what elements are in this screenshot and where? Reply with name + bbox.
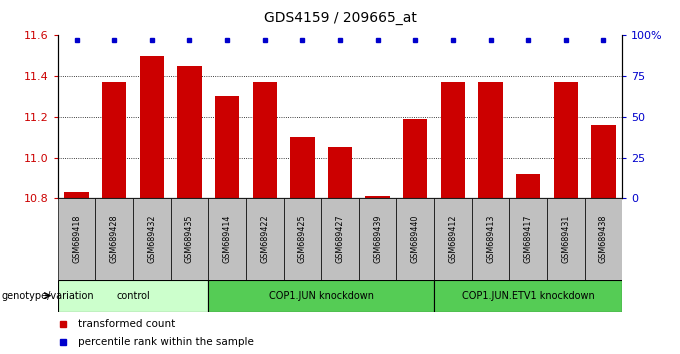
Bar bbox=[554, 82, 578, 198]
Bar bbox=[171, 198, 208, 280]
Text: control: control bbox=[116, 291, 150, 301]
Text: GSM689438: GSM689438 bbox=[599, 215, 608, 263]
Bar bbox=[284, 198, 321, 280]
Bar bbox=[359, 198, 396, 280]
Bar bbox=[252, 82, 277, 198]
Text: COP1.JUN knockdown: COP1.JUN knockdown bbox=[269, 291, 374, 301]
Text: GSM689412: GSM689412 bbox=[448, 215, 458, 263]
Text: GSM689431: GSM689431 bbox=[561, 215, 571, 263]
Bar bbox=[321, 198, 359, 280]
Text: GSM689432: GSM689432 bbox=[148, 215, 156, 263]
Bar bbox=[177, 66, 202, 198]
Text: COP1.JUN.ETV1 knockdown: COP1.JUN.ETV1 knockdown bbox=[462, 291, 594, 301]
Bar bbox=[434, 280, 622, 312]
Bar bbox=[290, 137, 315, 198]
Bar bbox=[246, 198, 284, 280]
Bar bbox=[478, 82, 503, 198]
Bar bbox=[58, 198, 95, 280]
Bar bbox=[133, 198, 171, 280]
Text: GSM689414: GSM689414 bbox=[222, 215, 232, 263]
Bar bbox=[58, 280, 208, 312]
Bar bbox=[65, 192, 89, 198]
Text: GSM689417: GSM689417 bbox=[524, 215, 532, 263]
Text: GSM689439: GSM689439 bbox=[373, 215, 382, 263]
Bar bbox=[441, 82, 465, 198]
Text: GSM689418: GSM689418 bbox=[72, 215, 81, 263]
Bar bbox=[547, 198, 585, 280]
Bar bbox=[215, 96, 239, 198]
Bar bbox=[585, 198, 622, 280]
Text: GSM689422: GSM689422 bbox=[260, 215, 269, 263]
Bar bbox=[403, 119, 428, 198]
Text: GSM689440: GSM689440 bbox=[411, 215, 420, 263]
Bar bbox=[208, 198, 246, 280]
Bar bbox=[591, 125, 615, 198]
Bar bbox=[328, 147, 352, 198]
Text: GSM689427: GSM689427 bbox=[335, 215, 345, 263]
Text: GSM689435: GSM689435 bbox=[185, 215, 194, 263]
Bar bbox=[208, 280, 434, 312]
Bar bbox=[95, 198, 133, 280]
Bar bbox=[516, 174, 541, 198]
Bar bbox=[509, 198, 547, 280]
Text: transformed count: transformed count bbox=[78, 319, 175, 329]
Bar bbox=[434, 198, 472, 280]
Bar bbox=[472, 198, 509, 280]
Text: GDS4159 / 209665_at: GDS4159 / 209665_at bbox=[264, 11, 416, 25]
Text: percentile rank within the sample: percentile rank within the sample bbox=[78, 337, 254, 347]
Text: GSM689425: GSM689425 bbox=[298, 215, 307, 263]
Text: GSM689428: GSM689428 bbox=[109, 215, 119, 263]
Text: GSM689413: GSM689413 bbox=[486, 215, 495, 263]
Bar bbox=[396, 198, 434, 280]
Bar bbox=[139, 56, 164, 198]
Bar bbox=[365, 196, 390, 198]
Bar bbox=[102, 82, 126, 198]
Text: genotype/variation: genotype/variation bbox=[1, 291, 94, 301]
